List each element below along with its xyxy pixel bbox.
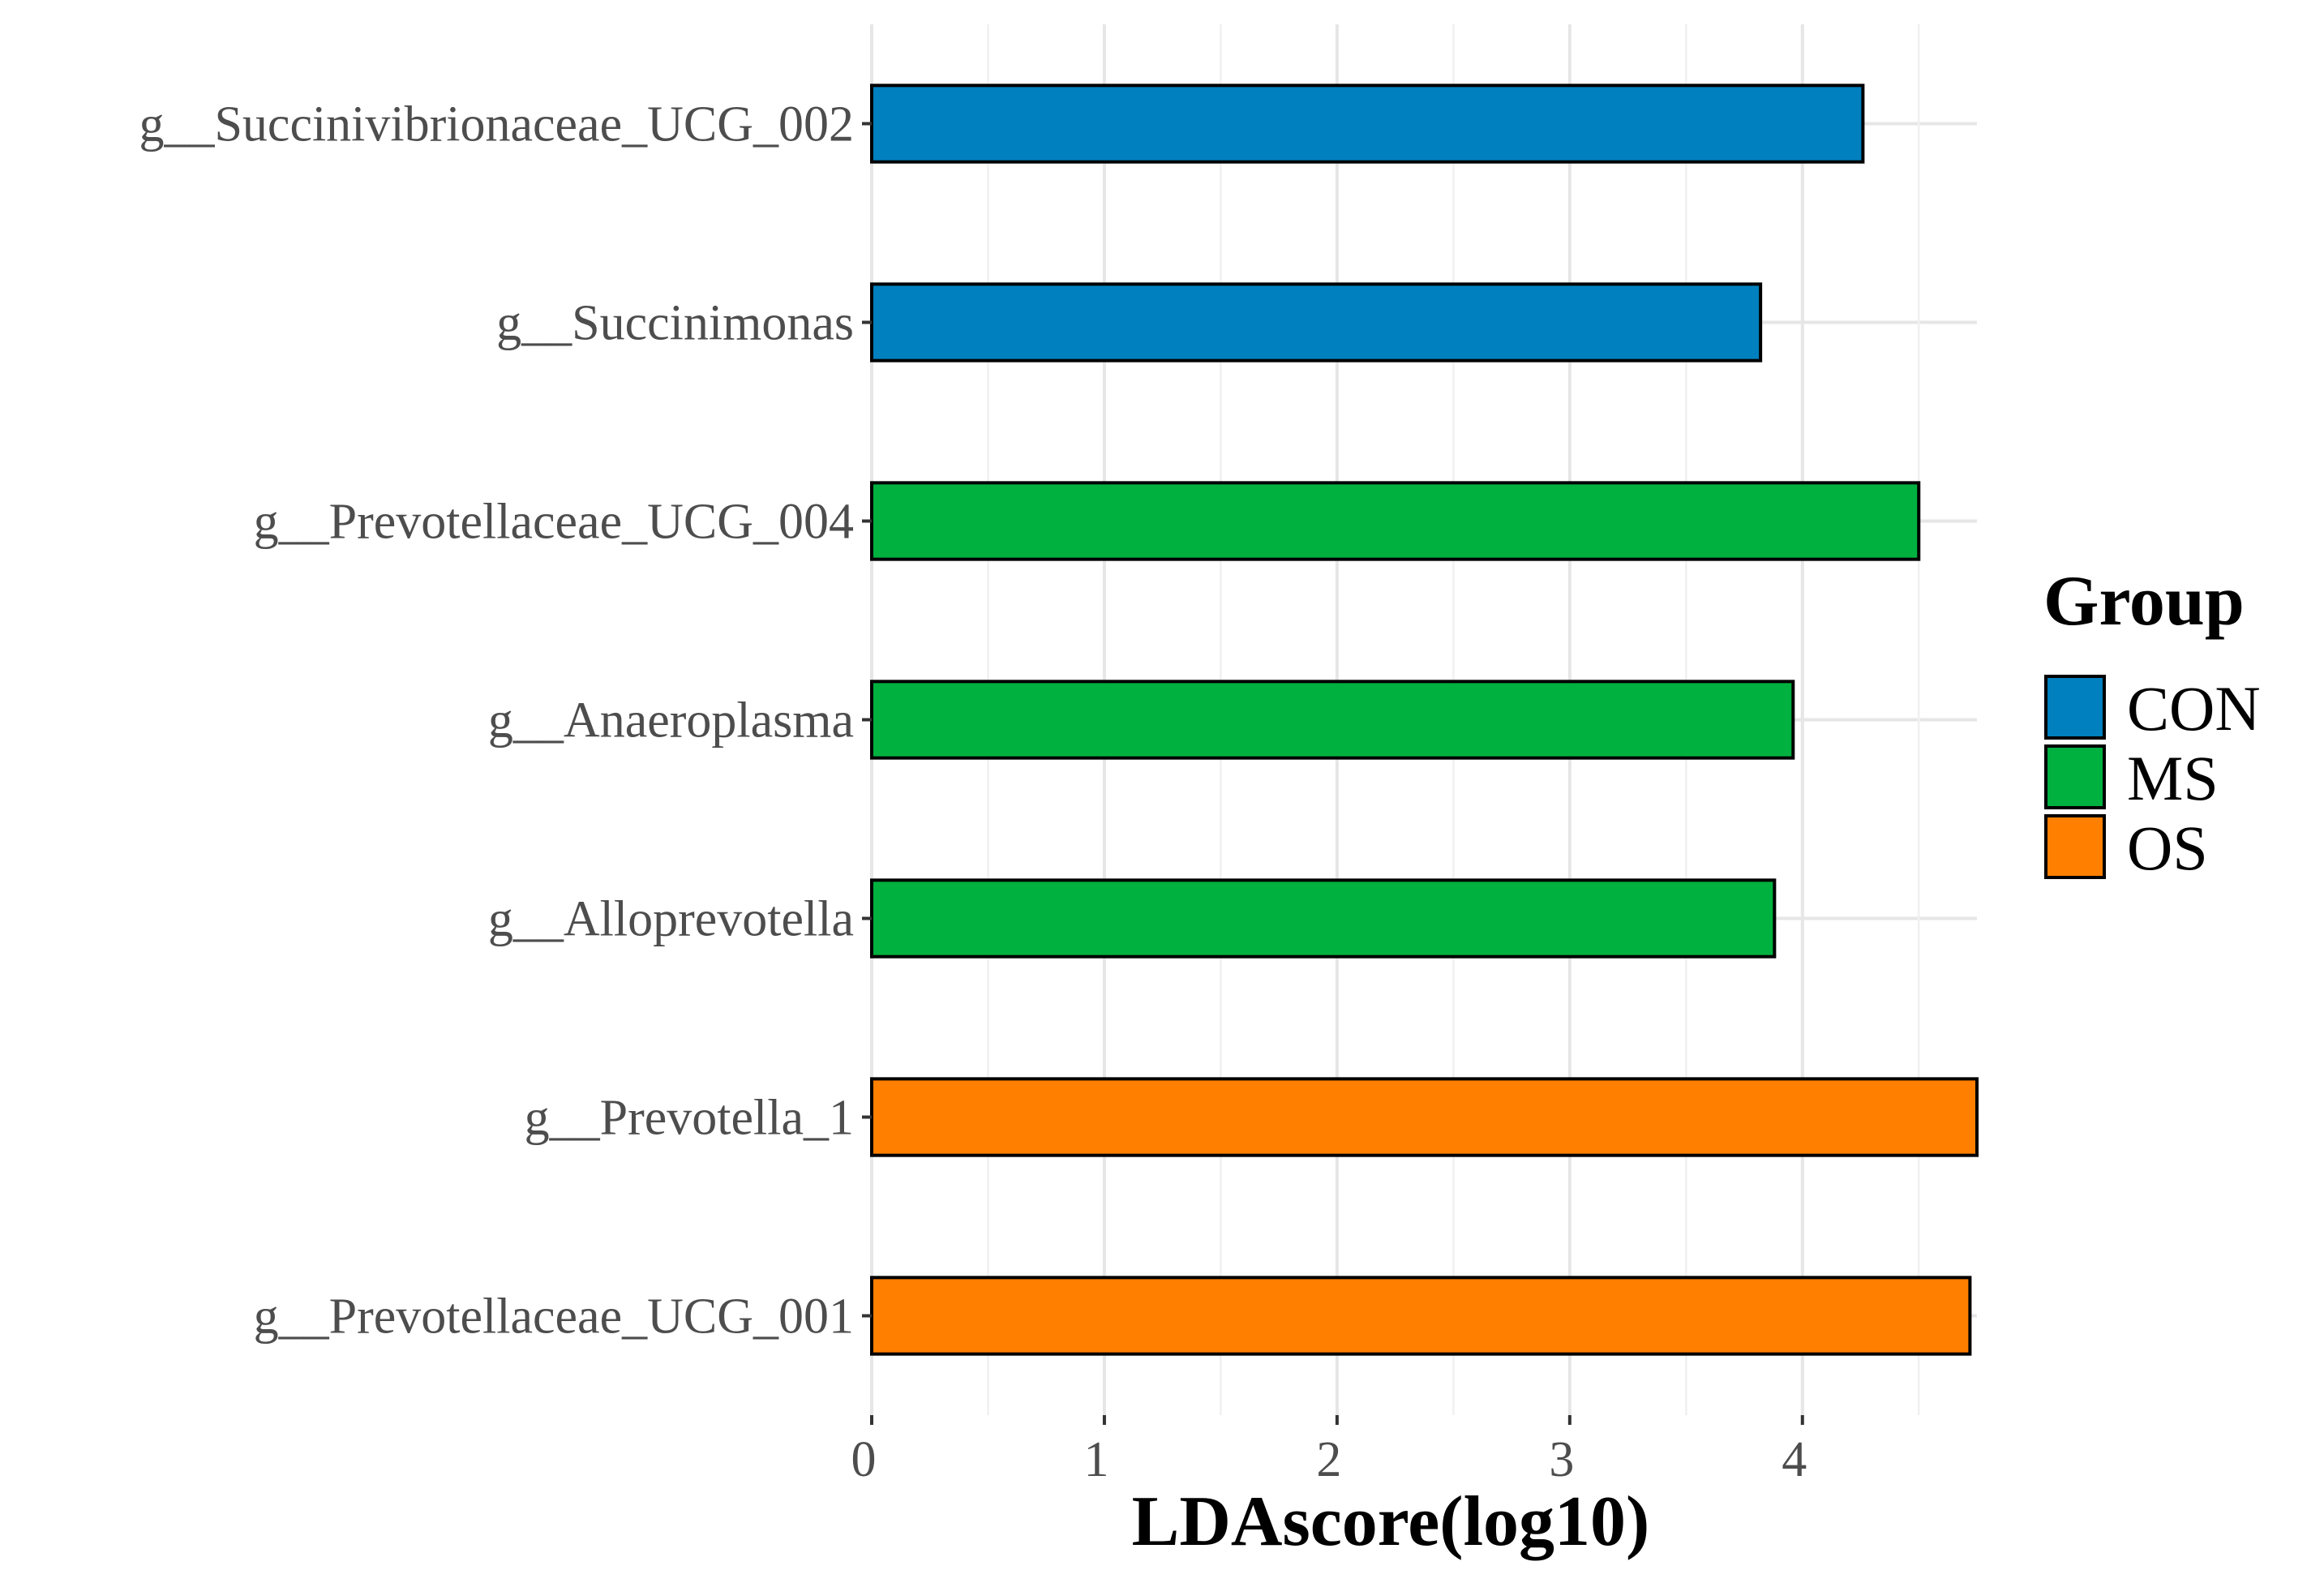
bar-g__Succinimonas (870, 282, 1763, 363)
bar-g__Prevotellaceae_UCG_001 (870, 1276, 1972, 1356)
legend-key-con (2044, 675, 2106, 740)
x-tick-label: 0 (851, 1432, 877, 1487)
x-axis-title: LDAscore(log10) (1132, 1482, 1650, 1561)
legend-key-os (2044, 814, 2106, 879)
bar-g__Succinivibrionaceae_UCG_002 (870, 84, 1865, 164)
x-axis: 0 1 2 3 4 (851, 1415, 1807, 1487)
bar-g__Prevotellaceae_UCG_004 (870, 481, 1921, 561)
bar-g__Alloprevotella (870, 878, 1777, 959)
y-tick-label: g__Succinivibrionaceae_UCG_002 (139, 97, 854, 152)
legend-label-con: CON (2127, 673, 2261, 744)
y-axis-labels: g__Succinivibrionaceae_UCG_002 g__Succini… (139, 97, 872, 1345)
legend-key-ms (2044, 744, 2106, 809)
y-tick-label: g__Prevotella_1 (525, 1091, 854, 1146)
bars (870, 84, 1979, 1356)
y-tick-label: g__Anaeroplasma (488, 693, 854, 749)
x-tick-label: 1 (1083, 1432, 1108, 1487)
y-tick-label: g__Succinimonas (496, 296, 854, 351)
x-tick-label: 2 (1316, 1432, 1341, 1487)
x-tick-label: 3 (1549, 1432, 1574, 1487)
y-tick-label: g__Prevotellaceae_UCG_004 (254, 495, 854, 550)
legend-label-os: OS (2127, 813, 2208, 883)
x-tick-label: 4 (1782, 1432, 1807, 1487)
legend-title: Group (2043, 562, 2245, 641)
y-tick-label: g__Alloprevotella (488, 892, 854, 947)
bar-g__Prevotella_1 (870, 1077, 1979, 1157)
y-tick-label: g__Prevotellaceae_UCG_001 (254, 1289, 854, 1345)
bar-g__Anaeroplasma (870, 680, 1795, 760)
legend-label-ms: MS (2127, 743, 2219, 813)
